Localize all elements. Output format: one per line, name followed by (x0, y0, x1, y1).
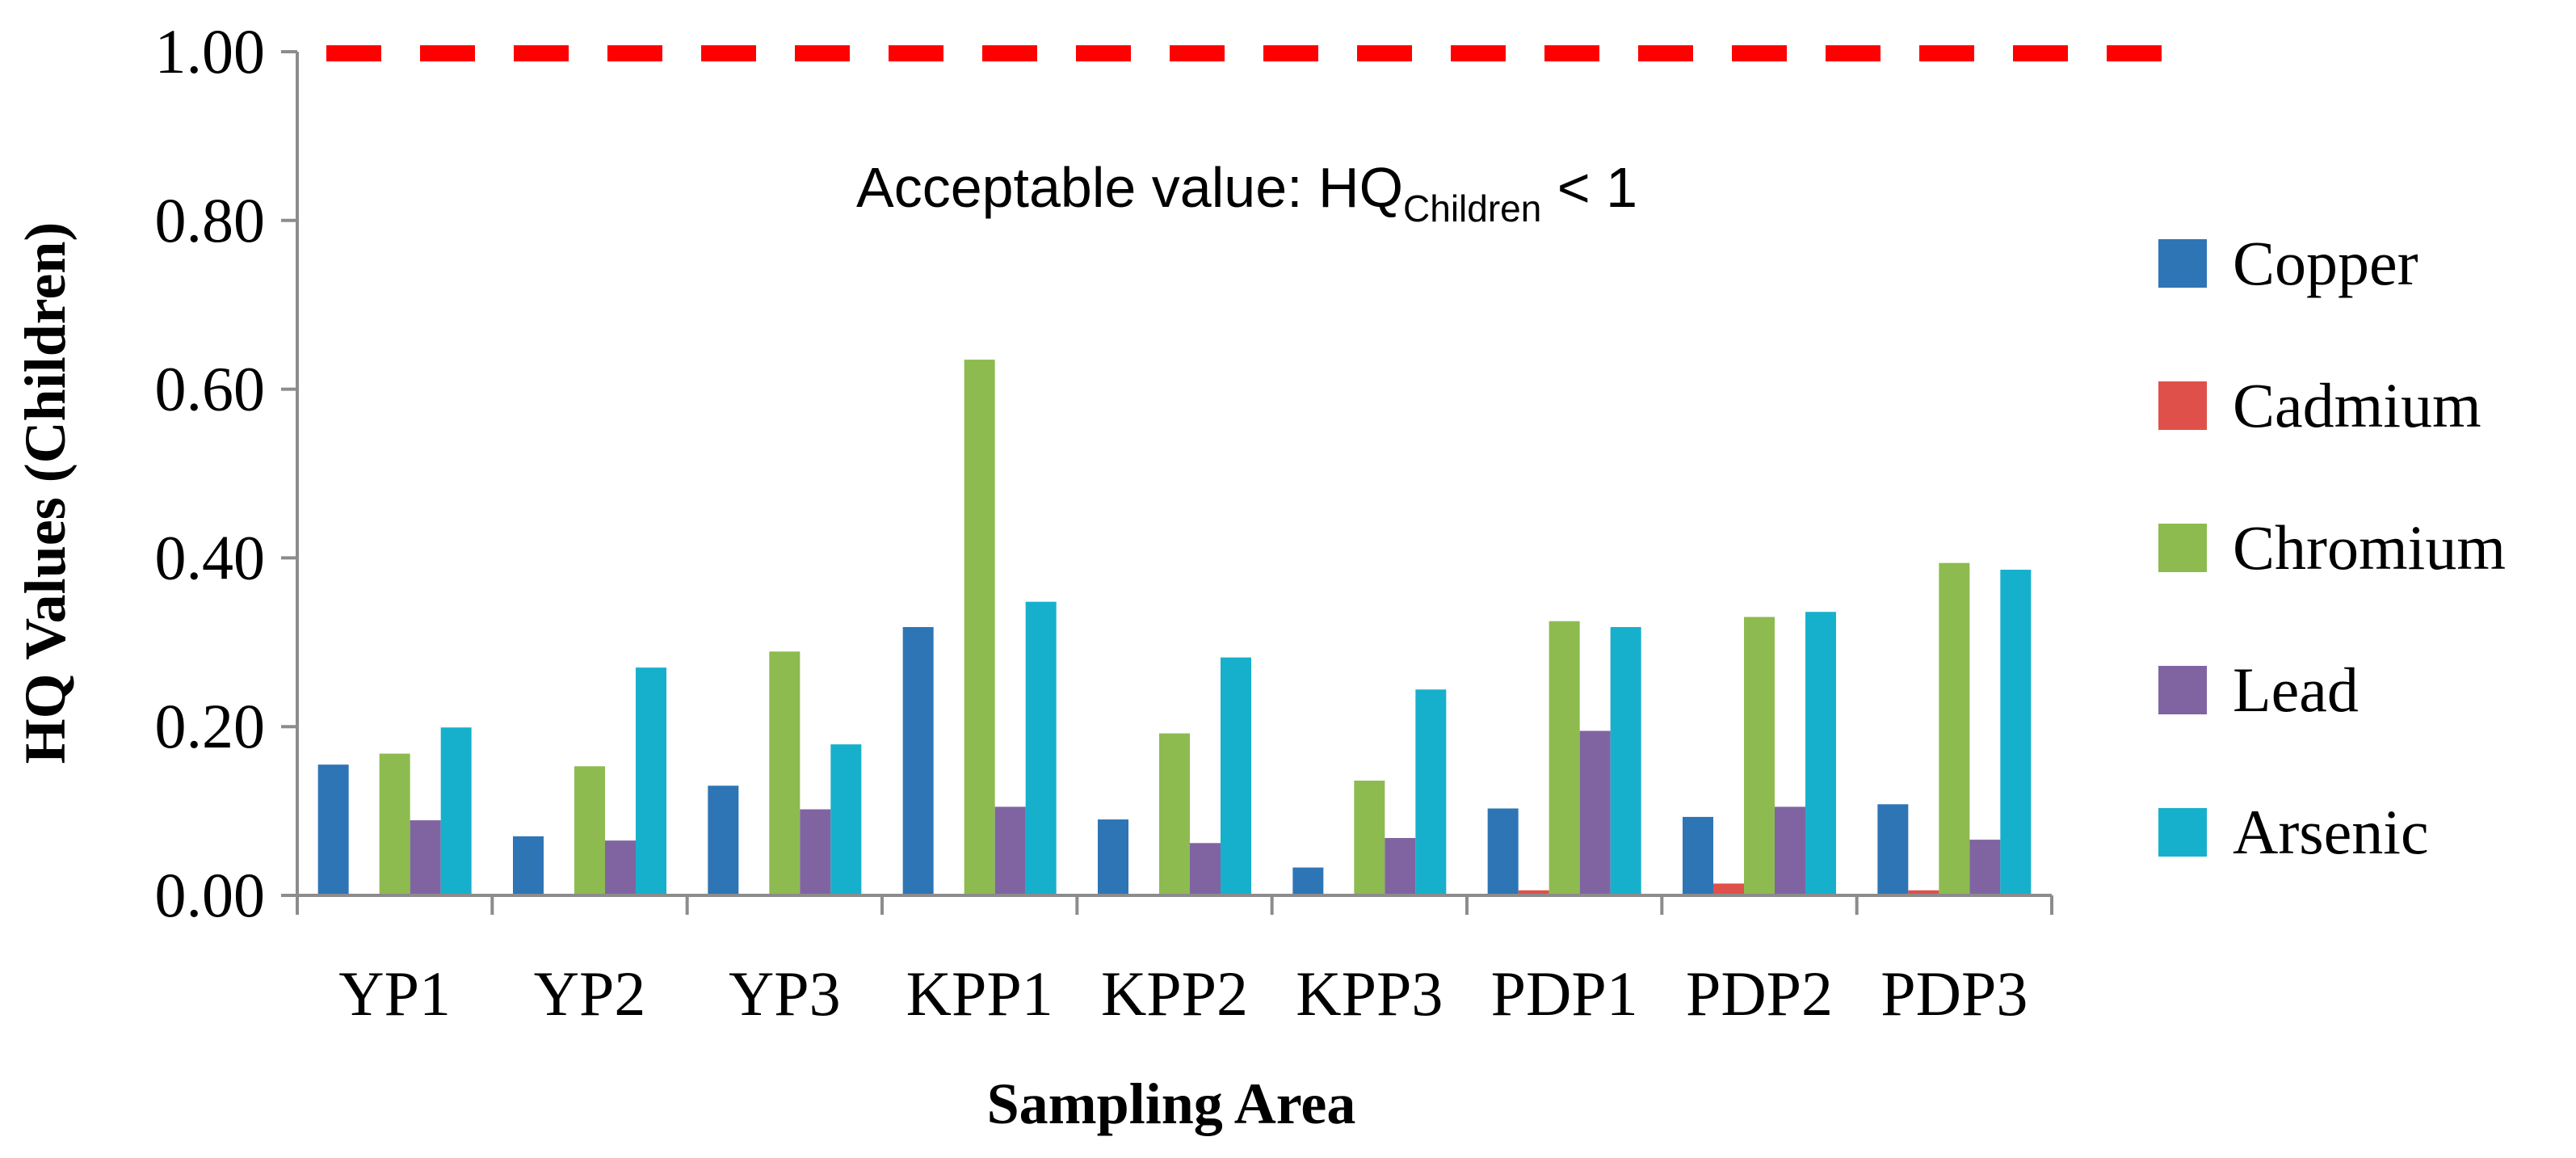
legend: Copper Cadmium Chromium Lead Arsenic (2158, 228, 2506, 867)
bar-copper-pdp2 (1683, 816, 1713, 895)
bar-arsenic-pdp1 (1610, 627, 1641, 895)
x-axis-ticks: YP1 YP2 YP3 KPP1 KPP2 KPP3 PDP1 PDP2 PDP3 (296, 895, 2053, 1029)
bar-copper-yp2 (513, 836, 544, 895)
bar-copper-yp1 (317, 764, 349, 895)
bar-arsenic-yp3 (830, 744, 862, 895)
bar-chromium-kpp2 (1159, 733, 1190, 895)
bar-arsenic-pdp3 (2000, 570, 2032, 895)
legend-label-copper: Copper (2233, 228, 2418, 298)
bar-cadmium-pdp2 (1713, 883, 1744, 895)
bars (317, 360, 2032, 895)
bar-arsenic-yp1 (440, 727, 472, 895)
legend-swatch-arsenic (2158, 808, 2207, 857)
bar-lead-pdp1 (1579, 731, 1611, 895)
bar-chromium-yp3 (769, 651, 801, 895)
legend-swatch-cadmium (2158, 381, 2207, 430)
legend-swatch-copper (2158, 239, 2207, 288)
bar-lead-kpp2 (1190, 843, 1221, 895)
x-tick-label: KPP1 (906, 958, 1053, 1029)
annotation-subscript: Children (1403, 187, 1541, 229)
bar-arsenic-kpp1 (1025, 601, 1057, 895)
y-axis-ticks: 0.00 0.20 0.40 0.60 0.80 1.00 (155, 16, 297, 930)
bar-copper-pdp3 (1877, 804, 1909, 895)
bar-copper-kpp3 (1292, 867, 1324, 895)
bar-lead-yp1 (410, 820, 441, 895)
x-tick-label: PDP1 (1491, 958, 1638, 1029)
bar-arsenic-kpp2 (1221, 657, 1251, 895)
bar-copper-kpp2 (1098, 819, 1128, 895)
legend-swatch-chromium (2158, 524, 2207, 572)
legend-label-chromium: Chromium (2233, 512, 2506, 583)
x-tick-label: PDP2 (1686, 958, 1833, 1029)
y-tick-label: 0.00 (155, 860, 266, 930)
y-tick-label: 0.80 (155, 185, 266, 255)
legend-label-lead: Lead (2233, 655, 2359, 725)
y-tick-label: 0.20 (155, 691, 266, 761)
bar-lead-yp2 (605, 840, 636, 895)
annotation: Acceptable value: HQChildren < 1 (856, 156, 1637, 229)
legend-label-cadmium: Cadmium (2233, 370, 2481, 440)
annotation-suffix: < 1 (1541, 156, 1637, 219)
x-tick-label: KPP2 (1101, 958, 1248, 1029)
bar-copper-pdp1 (1487, 808, 1519, 895)
bar-lead-kpp1 (994, 806, 1026, 895)
bar-lead-yp3 (800, 809, 831, 895)
bar-cadmium-pdp3 (1908, 890, 1939, 895)
bar-chromium-kpp1 (964, 360, 995, 895)
bar-chromium-yp2 (574, 766, 605, 895)
bar-cadmium-pdp1 (1518, 890, 1549, 895)
bar-copper-yp3 (708, 785, 739, 895)
bar-chromium-pdp2 (1744, 617, 1775, 895)
bar-arsenic-pdp2 (1805, 612, 1836, 895)
bar-lead-kpp3 (1385, 838, 1416, 895)
x-tick-label: YP1 (338, 958, 451, 1029)
bar-chromium-pdp1 (1549, 621, 1580, 895)
annotation-prefix: Acceptable value: HQ (856, 156, 1403, 219)
x-axis-title: Sampling Area (987, 1072, 1356, 1136)
bar-arsenic-yp2 (636, 667, 666, 895)
x-tick-label: YP2 (534, 958, 646, 1029)
bar-arsenic-kpp3 (1415, 689, 1447, 895)
y-tick-label: 0.40 (155, 522, 266, 592)
bar-lead-pdp2 (1775, 806, 1805, 895)
bar-chromium-yp1 (379, 753, 410, 895)
bar-copper-kpp1 (902, 627, 934, 895)
bar-lead-pdp3 (1969, 840, 2001, 895)
y-tick-label: 0.60 (155, 354, 266, 424)
legend-swatch-lead (2158, 666, 2207, 714)
bar-chromium-pdp3 (1939, 562, 1970, 895)
legend-label-arsenic: Arsenic (2233, 797, 2429, 867)
y-axis-title: HQ Values (Children) (13, 222, 78, 764)
x-tick-label: YP3 (729, 958, 841, 1029)
bar-chromium-kpp3 (1354, 781, 1385, 895)
x-tick-label: KPP3 (1296, 958, 1443, 1029)
x-tick-label: PDP3 (1881, 958, 2028, 1029)
y-tick-label: 1.00 (155, 16, 266, 86)
